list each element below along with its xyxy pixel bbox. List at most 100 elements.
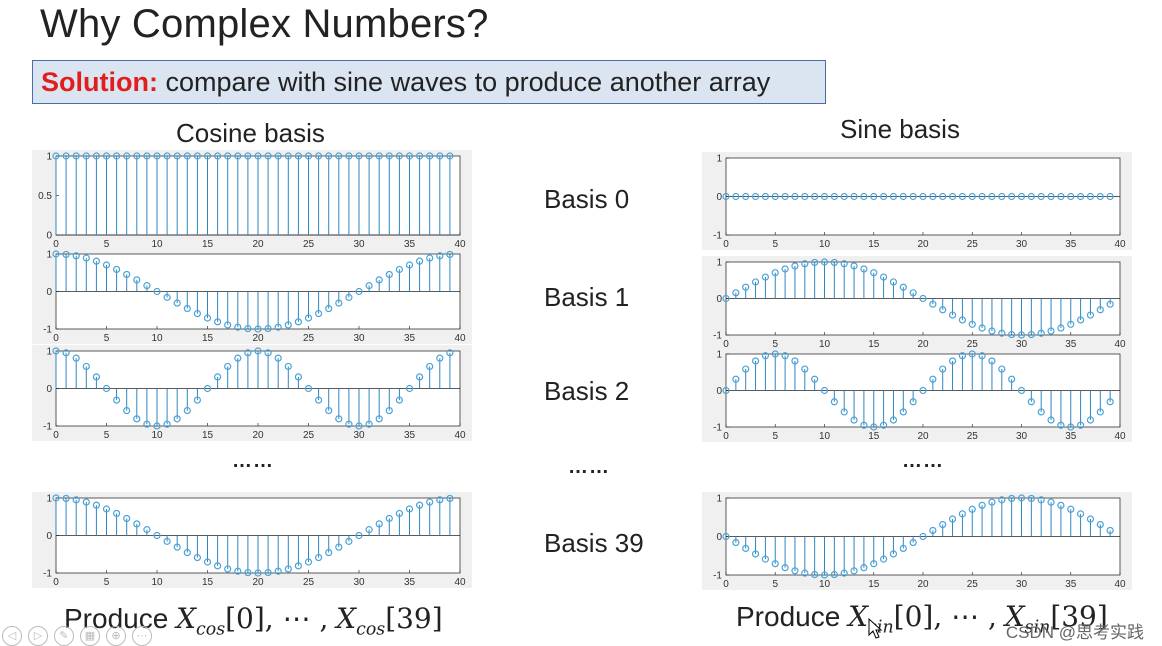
zoom-icon[interactable]: ⊕: [106, 626, 126, 646]
stem-marker: [722, 192, 730, 201]
stem-marker: [112, 509, 121, 518]
stem-marker: [102, 261, 111, 269]
stem-marker: [880, 421, 888, 429]
ellipsis-middle: ……: [568, 456, 610, 478]
pen-icon[interactable]: ✎: [54, 626, 74, 646]
stem-marker: [335, 415, 343, 423]
stem-marker: [62, 152, 70, 160]
sin-basis-0-chart: 0 5 10 15 20 25 30 35 40 1 0 -1: [702, 152, 1132, 250]
stem-marker: [254, 152, 262, 160]
stem-marker: [919, 294, 927, 303]
y-tick-label: -1: [43, 422, 52, 433]
x-tick-label: 25: [303, 430, 315, 441]
stem-marker: [274, 354, 282, 362]
stem-marker: [446, 494, 454, 503]
x-tick-label: 5: [772, 239, 778, 250]
y-tick-label: 0: [716, 294, 722, 305]
x-tick-label: 30: [353, 430, 365, 441]
stem-marker: [958, 510, 966, 518]
y-tick-label: 0: [716, 386, 722, 397]
stem-marker: [426, 498, 434, 506]
stem-marker: [998, 329, 1006, 337]
stem-marker: [968, 350, 976, 358]
nav-prev-icon[interactable]: ◁: [2, 626, 22, 646]
stem-marker: [214, 318, 222, 326]
x-tick-label: 5: [772, 579, 778, 590]
stem-marker: [998, 192, 1006, 201]
y-tick-label: 1: [716, 154, 722, 165]
stem-marker: [143, 152, 151, 160]
stem-marker: [355, 287, 363, 296]
stem-marker: [860, 192, 868, 201]
stem-marker: [722, 294, 730, 303]
stem-marker: [244, 568, 252, 577]
stem-marker: [860, 564, 868, 572]
slides-icon[interactable]: ▦: [80, 626, 100, 646]
stem-marker: [153, 422, 161, 430]
stem-marker: [939, 306, 947, 314]
x-tick-label: 0: [723, 239, 729, 250]
stem-marker: [1096, 192, 1104, 201]
stem-marker: [365, 420, 373, 428]
stem-marker: [416, 152, 424, 160]
x-tick-label: 30: [353, 333, 365, 344]
stem-marker: [173, 543, 181, 551]
y-tick-label: 0: [46, 384, 52, 395]
stem-marker: [850, 567, 858, 575]
stem-marker: [274, 323, 282, 331]
stem-marker: [1077, 510, 1085, 518]
stem-marker: [123, 270, 131, 279]
stem-marker: [968, 320, 976, 328]
stem-marker: [325, 548, 333, 557]
stem-marker: [234, 323, 242, 331]
x-tick-label: 5: [772, 339, 778, 350]
stem-marker: [52, 494, 60, 502]
y-tick-label: 0.5: [38, 191, 52, 202]
x-tick-label: 10: [819, 579, 831, 590]
x-tick-label: 10: [151, 577, 163, 588]
stem-marker: [82, 254, 90, 262]
stem-marker: [751, 192, 760, 201]
stem-marker: [811, 192, 819, 201]
stem-marker: [133, 415, 141, 423]
stem-marker: [1106, 398, 1114, 406]
stem-marker: [375, 520, 383, 528]
stem-marker: [1057, 501, 1065, 509]
stem-marker: [939, 521, 947, 529]
stem-marker: [1017, 494, 1026, 502]
stem-marker: [939, 365, 947, 373]
more-icon[interactable]: ⋯: [132, 626, 152, 646]
x-tick-label: 10: [819, 431, 831, 442]
stem-marker: [183, 406, 191, 415]
stem-marker: [385, 152, 393, 160]
solution-keyword: Solution:: [41, 67, 158, 97]
stem-marker: [791, 567, 799, 575]
sin-basis-39-chart: 0 5 10 15 20 25 30 35 40 1 0 -1: [702, 492, 1132, 590]
stem-marker: [385, 270, 393, 279]
stem-marker: [1096, 521, 1104, 529]
stem-marker: [899, 408, 907, 416]
x-tick-label: 30: [353, 577, 365, 588]
stem-marker: [1017, 331, 1026, 339]
nav-next-icon[interactable]: ▷: [28, 626, 48, 646]
stem-marker: [978, 324, 986, 332]
stem-marker: [929, 192, 937, 201]
x-tick-label: 15: [868, 431, 880, 442]
stem-marker: [173, 415, 181, 423]
stem-marker: [153, 287, 161, 296]
x-tick-label: 20: [917, 239, 929, 250]
stem-marker: [978, 352, 986, 360]
stem-marker: [948, 357, 957, 365]
stem-marker: [102, 384, 111, 393]
stem-marker: [1027, 494, 1035, 503]
stem-marker: [1037, 496, 1045, 504]
stem-marker: [870, 192, 878, 201]
stem-marker: [52, 250, 60, 258]
stem-marker: [1057, 192, 1065, 201]
stem-marker: [102, 152, 111, 160]
stem-marker: [1027, 330, 1035, 339]
stem-marker: [761, 555, 770, 563]
stem-marker: [375, 415, 383, 423]
stem-marker: [163, 152, 171, 160]
stem-marker: [761, 192, 770, 201]
